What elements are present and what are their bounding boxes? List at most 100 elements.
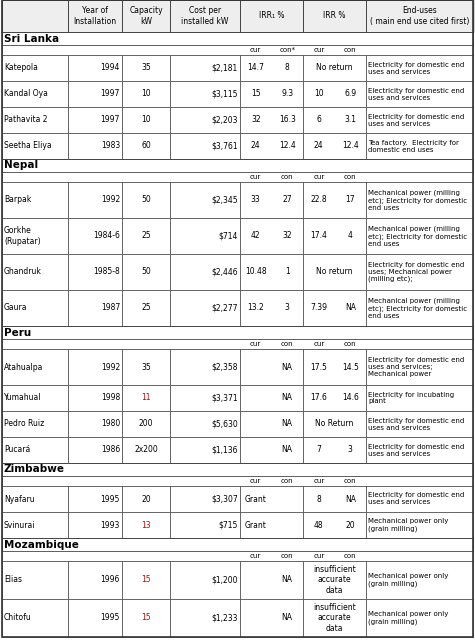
Bar — [366, 218, 473, 254]
Text: 1996: 1996 — [101, 575, 120, 584]
Text: Gaura: Gaura — [4, 303, 28, 312]
Text: Elias: Elias — [4, 575, 22, 584]
Text: Seetha Eliya: Seetha Eliya — [4, 141, 52, 150]
Bar — [2, 290, 68, 326]
Bar — [170, 512, 240, 538]
Bar — [122, 133, 170, 159]
Text: 12.4: 12.4 — [342, 141, 359, 150]
Text: $2,203: $2,203 — [211, 116, 238, 125]
Text: Electricity for domestic end
uses; Mechanical power
(milling etc);: Electricity for domestic end uses; Mecha… — [368, 262, 464, 282]
Bar — [366, 512, 473, 538]
Bar — [68, 55, 122, 81]
Bar — [2, 55, 68, 81]
Text: $714: $714 — [218, 231, 238, 240]
Bar — [122, 486, 170, 512]
Text: cur: cur — [250, 341, 261, 347]
Bar — [240, 437, 303, 463]
Bar — [303, 0, 366, 32]
Text: 10: 10 — [141, 116, 151, 125]
Bar — [2, 159, 473, 172]
Text: Electricity for domestic end
uses and services: Electricity for domestic end uses and se… — [368, 87, 464, 100]
Text: 6.9: 6.9 — [344, 89, 356, 98]
Text: NA: NA — [282, 446, 293, 455]
Text: 60: 60 — [141, 141, 151, 150]
Bar — [68, 81, 122, 107]
Text: 1980: 1980 — [101, 419, 120, 428]
Text: 3: 3 — [285, 303, 290, 312]
Text: 1984-6: 1984-6 — [93, 231, 120, 240]
Bar — [2, 0, 68, 32]
Bar — [122, 437, 170, 463]
Text: insufficient
accurate
data: insufficient accurate data — [313, 603, 356, 633]
Bar — [2, 437, 68, 463]
Bar — [240, 182, 303, 218]
Bar — [240, 133, 303, 159]
Bar — [240, 561, 303, 599]
Text: No Return: No Return — [315, 419, 354, 428]
Bar — [2, 107, 68, 133]
Text: con: con — [344, 47, 357, 53]
Text: 1985-8: 1985-8 — [93, 267, 120, 276]
Text: 48: 48 — [314, 520, 323, 529]
Bar — [68, 107, 122, 133]
Text: Svinurai: Svinurai — [4, 520, 36, 529]
Text: Barpak: Barpak — [4, 195, 31, 204]
Bar — [170, 486, 240, 512]
Text: No return: No return — [316, 267, 353, 276]
Text: 8: 8 — [285, 64, 290, 73]
Bar — [170, 81, 240, 107]
Text: Year of
Installation: Year of Installation — [74, 6, 116, 26]
Text: Mechanical power (milling
etc); Electricity for domestic
end uses: Mechanical power (milling etc); Electric… — [368, 298, 467, 318]
Text: 20: 20 — [345, 520, 355, 529]
Text: 1995: 1995 — [101, 494, 120, 503]
Text: $3,761: $3,761 — [211, 141, 238, 150]
Text: con: con — [281, 341, 294, 347]
Text: 35: 35 — [141, 64, 151, 73]
Bar — [303, 81, 366, 107]
Text: 12.4: 12.4 — [279, 141, 295, 150]
Bar — [366, 254, 473, 290]
Text: 7.39: 7.39 — [310, 303, 327, 312]
Bar — [366, 561, 473, 599]
Text: 24: 24 — [314, 141, 323, 150]
Text: cur: cur — [313, 553, 324, 559]
Text: 1983: 1983 — [101, 141, 120, 150]
Text: 17.4: 17.4 — [310, 231, 327, 240]
Bar — [240, 254, 303, 290]
Bar — [2, 45, 473, 55]
Bar — [2, 385, 68, 411]
Bar — [68, 349, 122, 385]
Text: NA: NA — [282, 575, 293, 584]
Text: 3: 3 — [348, 446, 352, 455]
Text: $1,200: $1,200 — [211, 575, 238, 584]
Text: Grant: Grant — [245, 494, 266, 503]
Bar — [303, 512, 366, 538]
Text: Mechanical power (milling
etc); Electricity for domestic
end uses: Mechanical power (milling etc); Electric… — [368, 226, 467, 246]
Bar — [68, 0, 122, 32]
Bar — [122, 254, 170, 290]
Bar — [303, 599, 366, 637]
Bar — [2, 476, 473, 486]
Bar — [2, 172, 473, 182]
Bar — [170, 349, 240, 385]
Bar — [240, 55, 303, 81]
Text: 27: 27 — [283, 195, 292, 204]
Text: 1986: 1986 — [101, 446, 120, 455]
Text: NA: NA — [345, 494, 356, 503]
Text: Peru: Peru — [4, 327, 31, 338]
Text: Kandal Oya: Kandal Oya — [4, 89, 48, 98]
Bar — [68, 512, 122, 538]
Bar — [68, 290, 122, 326]
Text: Capacity
kW: Capacity kW — [129, 6, 163, 26]
Text: 10.48: 10.48 — [245, 267, 266, 276]
Bar — [366, 290, 473, 326]
Text: 20: 20 — [141, 494, 151, 503]
Bar — [366, 599, 473, 637]
Text: NA: NA — [282, 419, 293, 428]
Text: con: con — [344, 553, 357, 559]
Text: Pucará: Pucará — [4, 446, 30, 455]
Bar — [68, 182, 122, 218]
Text: Nepal: Nepal — [4, 161, 38, 170]
Text: 42: 42 — [251, 231, 261, 240]
Text: Gorkhe
(Rupatar): Gorkhe (Rupatar) — [4, 226, 41, 246]
